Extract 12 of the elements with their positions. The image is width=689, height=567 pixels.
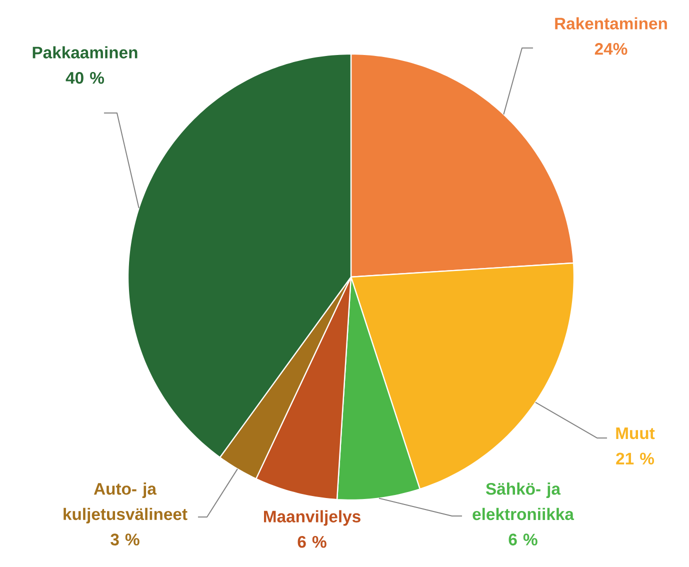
slice-label: Maanviljelys bbox=[264, 510, 360, 526]
data-label: 21 % bbox=[616, 452, 654, 464]
data-label: 3 % bbox=[110, 534, 140, 546]
data-label: 40 % bbox=[66, 72, 104, 84]
data-label: 24% bbox=[594, 43, 628, 55]
data-label: 6 % bbox=[298, 536, 326, 548]
slice-label: Sähkö- ja elektroniikka bbox=[472, 482, 574, 520]
slice-label: Rakentaminen bbox=[555, 17, 667, 30]
data-label: 6 % bbox=[508, 534, 538, 546]
slice-label: Muut bbox=[616, 428, 655, 440]
slice-label: Pakkaaminen bbox=[32, 46, 138, 58]
slice-label: Auto- ja kuljetusvälineet bbox=[64, 482, 188, 524]
